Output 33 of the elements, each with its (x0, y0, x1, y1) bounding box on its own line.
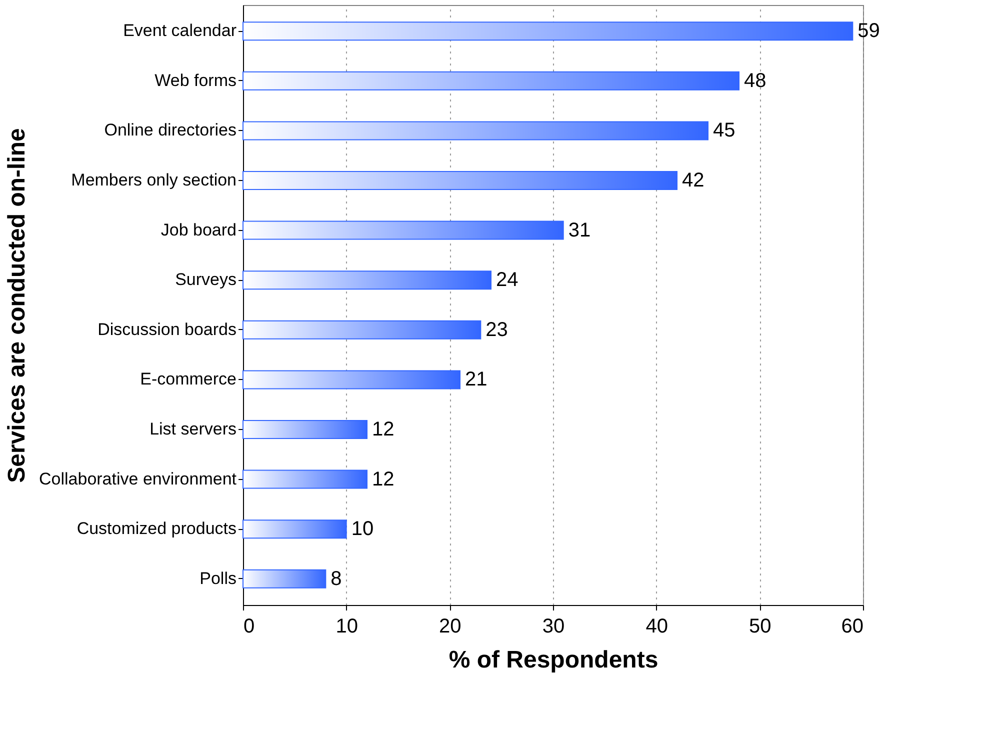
x-tick-label: 60 (841, 616, 864, 638)
data-label: 21 (465, 368, 488, 391)
y-tick-label: List servers (150, 419, 236, 438)
data-label: 10 (351, 518, 374, 540)
x-tick-label: 40 (646, 616, 668, 638)
y-tick-label: Collaborative environment (39, 469, 237, 488)
y-tick-label: E-commerce (140, 370, 236, 389)
y-tick-label: Event calendar (123, 21, 237, 40)
x-axis-title: % of Respondents (448, 646, 658, 674)
y-tick-label: Online directories (104, 120, 236, 140)
y-tick-label: Polls (200, 568, 236, 588)
x-tick-label: 50 (749, 616, 772, 638)
data-label: 12 (372, 418, 394, 440)
data-label: 12 (372, 468, 394, 490)
data-label: 31 (568, 219, 591, 242)
y-tick-label: Discussion boards (98, 320, 236, 339)
y-tick-label: Surveys (175, 270, 236, 290)
y-tick-label: Web forms (154, 70, 236, 90)
x-tick-label: 30 (542, 616, 565, 638)
y-axis-title: Services are conducted on-line (4, 128, 30, 483)
data-label: 42 (682, 170, 704, 192)
y-tick-label: Customized products (76, 519, 236, 538)
y-tick-label: Members only section (71, 170, 236, 190)
data-label: 24 (496, 269, 518, 292)
x-tick-label: 0 (244, 616, 255, 638)
data-label: 59 (858, 20, 880, 42)
x-tick-label: 20 (439, 616, 462, 638)
x-tick-label: 10 (336, 616, 358, 638)
data-label: 48 (744, 70, 766, 92)
y-tick-label: Job board (160, 220, 236, 240)
data-label: 23 (486, 318, 508, 341)
data-label: 45 (713, 120, 736, 142)
data-label: 8 (330, 568, 342, 590)
